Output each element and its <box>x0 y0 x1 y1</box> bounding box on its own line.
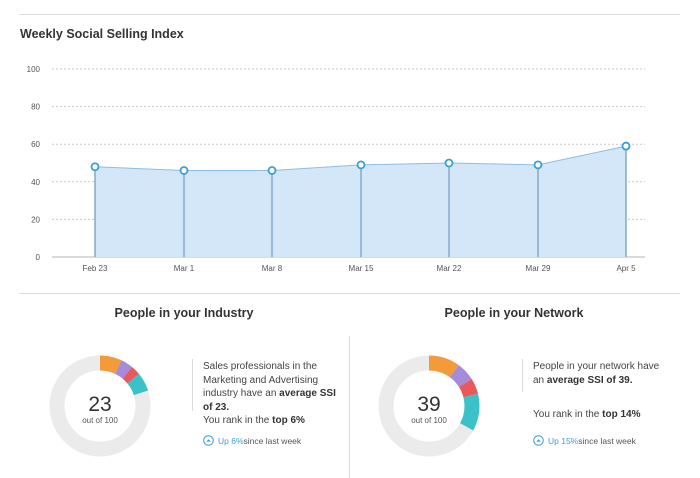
donut-segment <box>378 355 480 457</box>
industry-rank-label: You rank in the <box>203 415 273 426</box>
x-tick-label: Mar 15 <box>349 264 374 273</box>
y-tick-label: 80 <box>31 103 40 112</box>
network-description: People in your network have an <box>533 361 660 386</box>
network-average: average SSI of 39. <box>546 374 633 386</box>
panel-divider <box>349 336 350 478</box>
ssi-score-scale: out of 100 <box>411 416 447 425</box>
x-tick-label: Feb 23 <box>83 264 108 273</box>
industry-trend-label: since last week <box>243 435 302 446</box>
y-tick-label: 100 <box>27 65 41 74</box>
industry-info-text: Sales professionals in the Marketing and… <box>203 360 343 428</box>
ssi-score-scale: out of 100 <box>82 416 118 425</box>
industry-trend-value: Up 6% <box>218 435 244 446</box>
x-tick-label: Mar 8 <box>262 264 283 273</box>
y-tick-label: 40 <box>31 178 40 187</box>
data-point[interactable] <box>90 162 100 172</box>
data-point[interactable] <box>444 158 454 168</box>
network-info-divider <box>522 359 523 392</box>
network-trend-value: Up 15% <box>548 435 579 446</box>
network-rank-label: You rank in the <box>533 409 603 420</box>
middle-divider <box>19 293 680 294</box>
network-rank-value: top 14% <box>602 409 641 420</box>
ssi-score: 23 <box>88 393 111 416</box>
chevron-up-circle-icon <box>533 435 544 446</box>
x-tick-label: Mar 1 <box>174 264 195 273</box>
industry-description: Sales professionals in the Marketing and… <box>203 361 319 399</box>
x-tick-label: Apr 5 <box>616 264 636 273</box>
donut-segment <box>378 355 480 457</box>
industry-panel-title: People in your Industry <box>114 306 254 320</box>
data-point[interactable] <box>267 166 277 175</box>
data-point[interactable] <box>621 141 631 151</box>
ssi-area-chart: 0 20 40 60 80 100 Feb 23 Mar 1 Mar 8 Mar 15 Mar 22… <box>27 65 645 273</box>
data-point[interactable] <box>533 160 543 170</box>
network-trend: Up 15% since last week <box>533 435 636 446</box>
x-tick-label: Mar 29 <box>526 264 551 273</box>
industry-rank-value: top 6% <box>272 415 305 426</box>
data-point[interactable] <box>356 160 366 170</box>
ssi-score: 39 <box>417 393 440 416</box>
y-tick-label: 0 <box>36 253 41 262</box>
network-info-text: People in your network have an average S… <box>533 360 673 422</box>
industry-average: average SSI of 23. <box>203 388 336 413</box>
data-point[interactable] <box>179 166 189 175</box>
network-trend-label: since last week <box>578 435 636 446</box>
y-tick-label: 60 <box>31 140 40 149</box>
y-tick-label: 20 <box>31 215 40 224</box>
chevron-up-circle-icon <box>203 435 214 446</box>
industry-info-divider <box>192 359 193 411</box>
chart-title: Weekly Social Selling Index <box>20 27 184 41</box>
industry-trend: Up 6% since last week <box>203 435 301 446</box>
top-divider <box>19 14 680 15</box>
network-panel-title: People in your Network <box>444 306 584 320</box>
donut-segment <box>49 355 151 457</box>
x-tick-label: Mar 22 <box>437 264 462 273</box>
